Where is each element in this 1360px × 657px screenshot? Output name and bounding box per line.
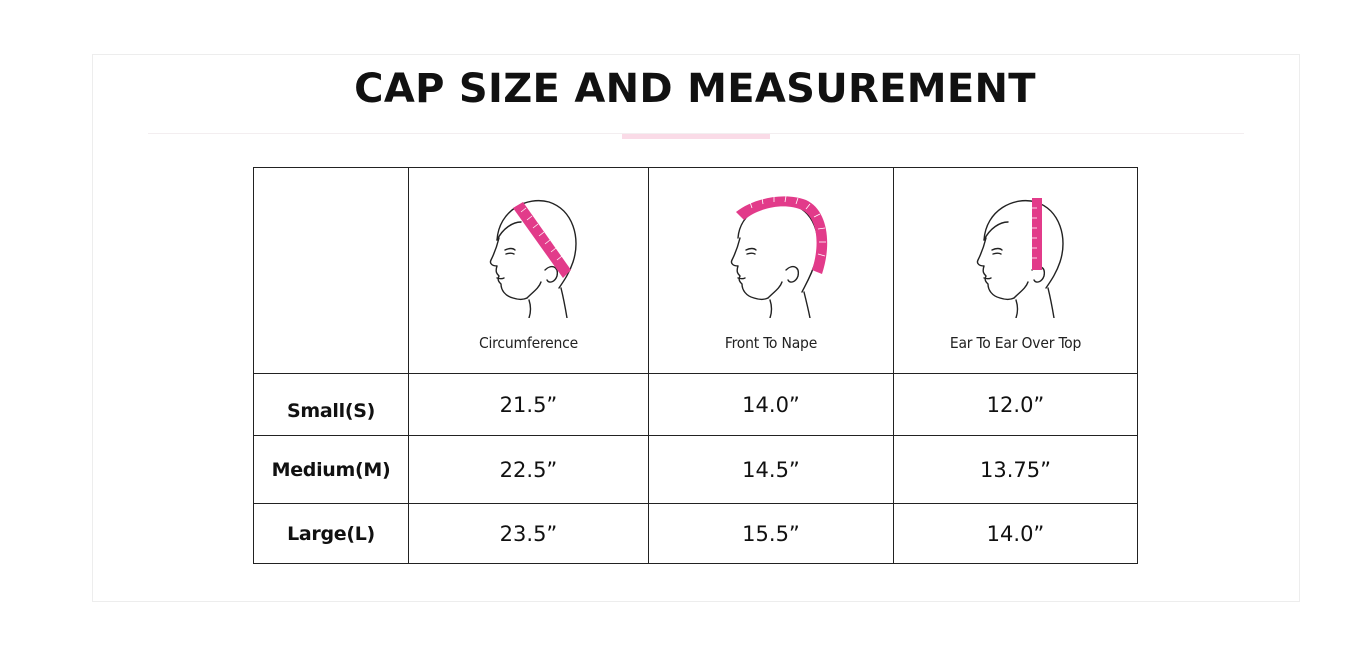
ear-to-ear-value: 12.0” — [986, 392, 1045, 417]
size-label: Large(L) — [287, 522, 375, 545]
ear-to-ear-value: 13.75” — [980, 457, 1051, 482]
table-header-row: Circumference — [253, 167, 1138, 374]
size-label-cell: Medium(M) — [253, 435, 409, 504]
value-cell: 13.75” — [893, 435, 1138, 504]
value-cell: 14.0” — [893, 503, 1138, 564]
cap-size-table: Circumference — [253, 167, 1138, 564]
front-to-nape-value: 14.5” — [742, 457, 800, 482]
value-cell: 15.5” — [648, 503, 894, 564]
header-label-circumference: Circumference — [478, 334, 579, 352]
header-label-ear-to-ear: Ear To Ear Over Top — [949, 334, 1082, 352]
table-row: Medium(M) 22.5” 14.5” 13.75” — [253, 435, 1138, 504]
value-cell: 14.0” — [648, 373, 894, 436]
size-label: Small(S) — [287, 399, 375, 422]
head-circumference-icon — [489, 200, 577, 318]
table-row: Small(S) 21.5” 14.0” 12.0” — [253, 373, 1138, 436]
size-label-cell: Large(L) — [253, 503, 409, 564]
table-row: Large(L) 23.5” 15.5” 14.0” — [253, 503, 1138, 564]
header-front-to-nape: Front To Nape — [648, 167, 894, 374]
header-circumference: Circumference — [408, 167, 649, 374]
size-label: Medium(M) — [271, 458, 391, 481]
value-cell: 23.5” — [408, 503, 649, 564]
title-divider — [148, 133, 1244, 134]
value-cell: 21.5” — [408, 373, 649, 436]
front-to-nape-value: 14.0” — [742, 392, 800, 417]
value-cell: 22.5” — [408, 435, 649, 504]
header-ear-to-ear: Ear To Ear Over Top — [893, 167, 1138, 374]
circumference-value: 23.5” — [499, 521, 558, 546]
empty-corner-cell — [253, 167, 409, 374]
head-ear-to-ear-icon — [976, 198, 1064, 318]
value-cell: 14.5” — [648, 435, 894, 504]
size-label-cell: Small(S) — [253, 373, 409, 436]
head-front-to-nape-icon — [730, 195, 828, 318]
front-to-nape-value: 15.5” — [742, 521, 800, 546]
circumference-value: 22.5” — [499, 457, 558, 482]
value-cell: 12.0” — [893, 373, 1138, 436]
page-title: CAP SIZE AND MEASUREMENT — [354, 66, 1036, 112]
circumference-value: 21.5” — [499, 392, 558, 417]
ear-to-ear-value: 14.0” — [986, 521, 1045, 546]
header-label-front-to-nape: Front To Nape — [724, 334, 818, 352]
title-divider-accent — [622, 134, 770, 139]
